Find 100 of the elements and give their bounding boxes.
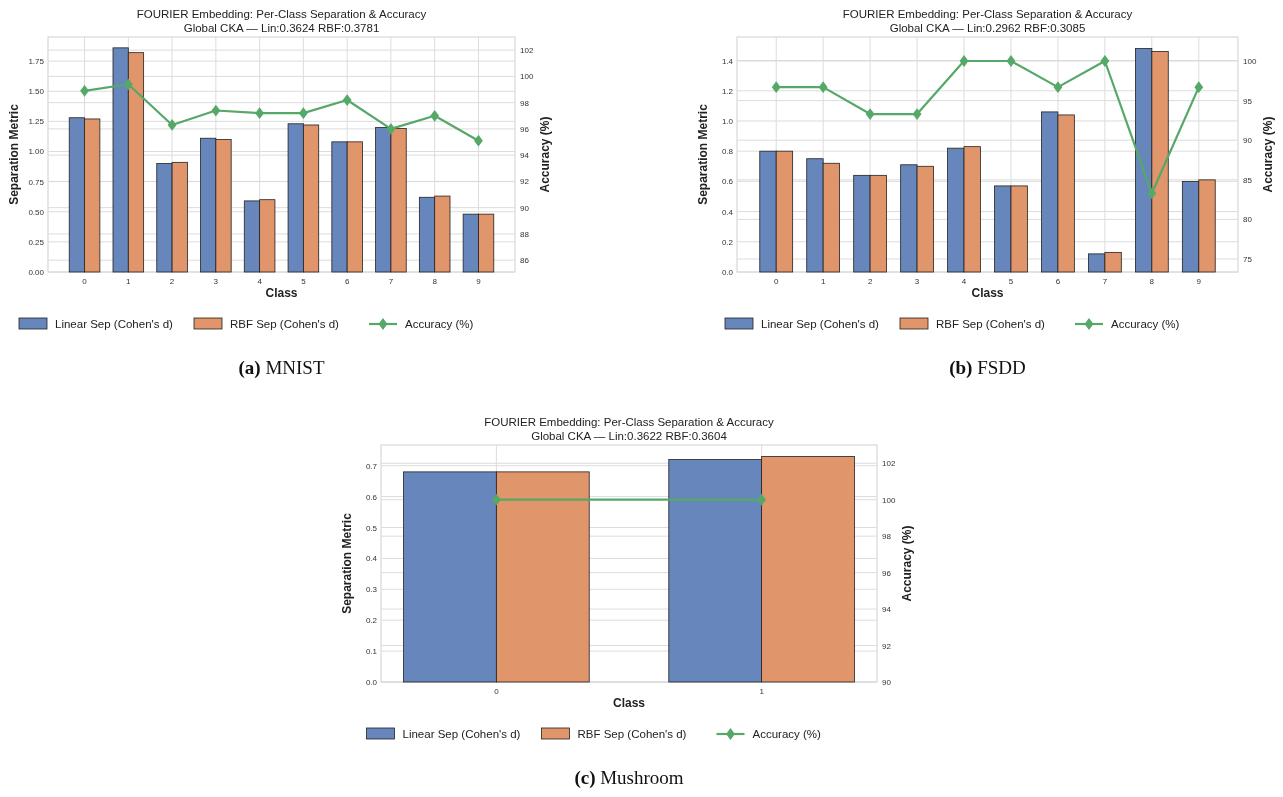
point (430, 109, 440, 122)
x-tick-label: 8 (1149, 277, 1155, 286)
y-tick-label: 0.3 (365, 585, 378, 595)
point (298, 107, 308, 120)
x-tick-label: 1 (759, 687, 765, 696)
y-tick-label: 0.2 (365, 616, 378, 626)
x-tick-label: 6 (344, 277, 350, 286)
y2-tick-label: 102 (520, 46, 534, 56)
legend-label: Linear Sep (Cohen's d) (55, 318, 174, 330)
y-tick-label: 0.00 (28, 268, 45, 277)
point (1194, 81, 1204, 94)
y2-tick-label: 90 (520, 203, 530, 213)
chart-title: FOURIER Embedding: Per-Class Separation & Accuracy (842, 8, 1133, 20)
x-tick-label: 1 (126, 277, 132, 286)
y-tick-label: 0.2 (721, 237, 734, 247)
y-tick-label: 0.50 (28, 207, 45, 217)
text: (b) FSDD (949, 357, 1026, 379)
x-tick-label: 9 (1196, 277, 1202, 286)
x-tick-label: 4 (257, 277, 263, 286)
chart-title: FOURIER Embedding: Per-Class Separation & Accuracy (136, 8, 427, 20)
y2-tick-label: 100 (1243, 57, 1257, 66)
point (123, 78, 133, 91)
text: (c) Mushroom (574, 767, 684, 789)
point (342, 94, 352, 106)
point (912, 108, 922, 120)
y-tick-label: 0.6 (721, 177, 734, 187)
x-axis-title: Class (612, 696, 646, 710)
legend-label: Accuracy (%) (405, 318, 474, 330)
y2-tick-label: 94 (882, 605, 892, 615)
y2-tick-label: 95 (1243, 96, 1253, 106)
y-tick-label: 0.4 (365, 554, 378, 564)
point (818, 81, 828, 94)
x-tick-label: 8 (432, 277, 438, 286)
y-tick-label: 0.0 (365, 678, 378, 687)
y2-tick-label: 80 (1243, 215, 1253, 225)
x-tick-label: 0 (773, 277, 779, 286)
y-tick-label: 0.75 (28, 177, 45, 187)
y2-axis-title: Accuracy (%) (900, 525, 914, 602)
chart-subtitle: Global CKA — Lin:0.2962 RBF:0.3085 (889, 22, 1086, 34)
y2-tick-label: 90 (1243, 136, 1253, 146)
legend-label: Accuracy (%) (752, 728, 822, 740)
y2-tick-label: 100 (882, 495, 896, 505)
x-tick-label: 1 (820, 277, 826, 286)
y2-tick-label: 88 (520, 229, 530, 239)
text: (a) MNIST (238, 357, 325, 379)
y-tick-label: 1.0 (721, 116, 734, 126)
point (1100, 55, 1110, 67)
y2-tick-label: 94 (520, 151, 530, 161)
y2-tick-label: 75 (1243, 255, 1253, 265)
y-tick-label: 0.7 (365, 461, 378, 471)
y2-tick-label: 96 (520, 124, 530, 134)
legend-label: RBF Sep (Cohen's d) (230, 318, 340, 330)
y2-tick-label: 92 (882, 641, 892, 651)
x-tick-label: 0 (494, 687, 500, 696)
point (959, 55, 969, 67)
y2-tick-label: 102 (882, 459, 896, 469)
point (167, 119, 177, 131)
y-axis-title: Separation Metric (696, 103, 710, 205)
x-tick-label: 7 (388, 277, 394, 286)
y2-tick-label: 85 (1243, 175, 1253, 185)
legend-label: Linear Sep (Cohen's d) (761, 318, 880, 330)
x-tick-label: 3 (213, 277, 219, 286)
point (255, 107, 265, 120)
y-tick-label: 1.25 (28, 117, 45, 127)
y-tick-label: 0.0 (721, 268, 734, 277)
y2-tick-label: 86 (520, 256, 530, 266)
point (211, 104, 221, 117)
y-tick-label: 1.50 (28, 87, 45, 97)
legend-label: Accuracy (%) (1111, 318, 1180, 330)
x-tick-label: 7 (1102, 277, 1108, 286)
y-tick-label: 1.4 (721, 56, 734, 66)
y2-tick-label: 92 (520, 177, 530, 187)
y2-tick-label: 100 (520, 72, 534, 82)
y-tick-label: 0.6 (365, 492, 378, 502)
legend-label: Linear Sep (Cohen's d) (402, 728, 521, 740)
legend-label: RBF Sep (Cohen's d) (577, 728, 687, 740)
x-tick-label: 0 (82, 277, 88, 286)
x-tick-label: 6 (1055, 277, 1061, 286)
point (1053, 81, 1063, 94)
x-axis-title: Class (971, 286, 1004, 300)
y-tick-label: 0.8 (721, 147, 734, 157)
chart-title: FOURIER Embedding: Per-Class Separation & Accuracy (484, 416, 775, 428)
y-tick-label: 0.5 (365, 523, 378, 533)
y2-tick-label: 98 (520, 98, 530, 108)
chart-subtitle: Global CKA — Lin:0.3622 RBF:0.3604 (531, 430, 728, 442)
y-tick-label: 0.25 (28, 237, 45, 247)
y2-axis-title: Accuracy (%) (1261, 116, 1275, 193)
y-axis-title: Separation Metric (7, 103, 21, 205)
y-tick-label: 1.2 (721, 86, 734, 96)
y-tick-label: 0.4 (721, 207, 734, 217)
point (1006, 55, 1016, 67)
x-tick-label: 5 (1008, 277, 1014, 286)
x-axis-title: Class (265, 286, 298, 300)
y2-tick-label: 98 (882, 532, 892, 542)
chart-subtitle: Global CKA — Lin:0.3624 RBF:0.3781 (183, 22, 380, 34)
x-tick-label: 2 (867, 277, 873, 286)
y-tick-label: 1.00 (28, 147, 45, 157)
point (771, 81, 781, 94)
x-tick-label: 4 (961, 277, 967, 286)
point (386, 123, 396, 135)
